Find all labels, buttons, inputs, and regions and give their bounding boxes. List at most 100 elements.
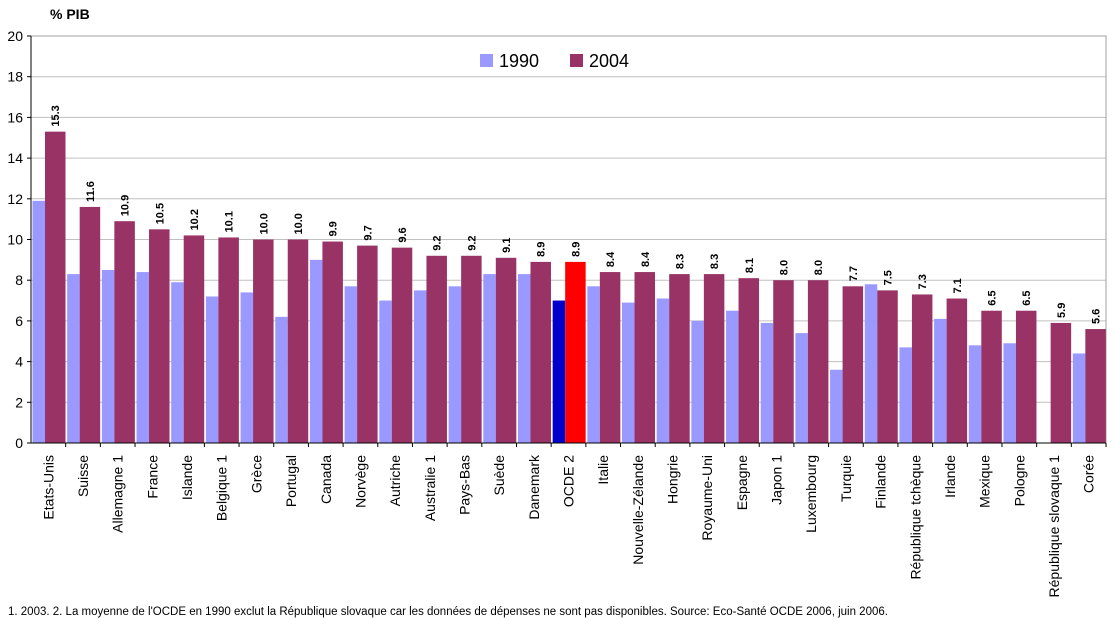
bar-1990 — [379, 300, 392, 443]
data-label: 5.9 — [1056, 303, 1068, 318]
bar-1990 — [171, 282, 184, 443]
category-label: Danemark — [526, 454, 542, 520]
legend-swatch — [480, 54, 493, 67]
category-label: Australie 1 — [422, 455, 438, 521]
bar-2004 — [530, 261, 551, 443]
data-label: 10.5 — [154, 203, 166, 224]
bar-2004 — [842, 286, 864, 443]
bar-1990 — [275, 316, 288, 443]
category-label: Pays-Bas — [456, 455, 472, 515]
data-label: 10.0 — [293, 213, 305, 234]
data-label: 8.1 — [744, 258, 756, 273]
category-label: France — [144, 455, 160, 499]
bar-1990 — [101, 270, 115, 443]
category-label: Finlande — [873, 455, 889, 509]
category-label: Pologne — [1011, 455, 1027, 507]
bar-1990 — [448, 286, 462, 443]
bars: 15.3 11.6 10.9 10.5 10.2 10.1 10.0 10.0 9.9 9.7 9.… — [32, 105, 1106, 443]
data-label: 8.0 — [778, 260, 790, 275]
data-label: 9.9 — [328, 221, 340, 236]
data-label: 8.4 — [640, 251, 652, 267]
category-label: Corée — [1081, 455, 1097, 493]
category-label: Japon 1 — [769, 455, 785, 505]
bar-2004 — [634, 272, 656, 443]
bar-2004 — [703, 274, 725, 443]
bar-2004 — [1085, 329, 1106, 443]
data-label: 7.3 — [917, 274, 929, 289]
bar-2004 — [807, 280, 829, 443]
bar-2004 — [946, 298, 968, 443]
category-label: Autriche — [387, 455, 403, 507]
legend-swatch — [570, 54, 583, 67]
bar-1990 — [726, 310, 739, 443]
footnote: 1. 2003. 2. La moyenne de l'OCDE en 1990… — [8, 606, 888, 618]
y-tick-label: 4 — [15, 354, 23, 370]
data-label: 10.9 — [120, 195, 132, 216]
data-label: 6.5 — [987, 290, 999, 305]
category-label: Mexique — [977, 455, 993, 508]
data-label: 7.5 — [883, 270, 895, 285]
bar-2004 — [911, 294, 933, 443]
data-label: 7.1 — [952, 278, 964, 293]
bar-1990 — [413, 290, 427, 443]
bar-1990 — [899, 347, 912, 443]
y-tick-label: 16 — [7, 109, 23, 125]
category-label: Irlande — [942, 455, 958, 498]
y-tick-label: 10 — [7, 232, 23, 248]
category-label: Espagne — [734, 455, 750, 510]
category-label: Suède — [491, 455, 507, 496]
data-label: 11.6 — [85, 181, 97, 202]
data-label: 10.1 — [224, 211, 236, 232]
bar-1990 — [1003, 343, 1016, 443]
bar-1990 — [1072, 353, 1086, 443]
y-tick-label: 14 — [7, 150, 23, 166]
bar-1990 — [240, 292, 254, 443]
y-axis-unit-label: % PIB — [50, 6, 90, 22]
category-label: Hongrie — [665, 455, 681, 504]
bar-1990 — [552, 300, 566, 443]
category-label: Nouvelle-Zélande — [630, 455, 646, 565]
bar-2004 — [565, 261, 586, 443]
data-label: 9.1 — [501, 238, 513, 253]
bar-1990 — [760, 322, 774, 443]
legend: 1990 2004 — [480, 51, 629, 71]
bar-2004 — [253, 239, 274, 443]
bar-2004 — [114, 221, 135, 443]
data-label: 8.3 — [709, 254, 721, 269]
bar-2004 — [183, 235, 205, 443]
data-label: 9.2 — [466, 235, 478, 250]
bar-2004 — [391, 247, 413, 443]
category-label: Royaume-Uni — [699, 455, 715, 541]
bar-2004 — [322, 241, 343, 443]
category-label: Islande — [179, 455, 195, 500]
bar-2004 — [495, 257, 517, 443]
axes: 0 2 4 6 8 10 12 14 16 18 20 Etats-Unis Suisse Allemag… — [7, 28, 1107, 598]
bar-2004 — [599, 272, 621, 443]
category-label: Italie — [595, 455, 611, 485]
bar-2004 — [1050, 322, 1072, 443]
bar-1990 — [517, 274, 531, 443]
data-label: 9.7 — [362, 225, 374, 240]
bar-2004 — [669, 274, 690, 443]
category-label: Grèce — [248, 455, 264, 493]
bar-1990 — [67, 274, 80, 443]
bar-2004 — [773, 280, 794, 443]
bar-2004 — [218, 237, 239, 443]
category-label: République slovaque 1 — [1046, 455, 1062, 598]
category-label: République tchèque — [907, 455, 923, 580]
data-label: 6.5 — [1021, 290, 1033, 305]
y-tick-label: 8 — [15, 272, 23, 288]
category-label: Allemagne 1 — [110, 455, 126, 533]
bar-2004 — [426, 255, 447, 443]
data-label: 7.7 — [848, 266, 860, 281]
y-tick-label: 18 — [7, 69, 23, 85]
bar-2004 — [287, 239, 309, 443]
data-label: 10.0 — [258, 213, 270, 234]
bar-1990 — [483, 274, 496, 443]
data-label: 5.6 — [1091, 309, 1103, 324]
bar-2004 — [877, 290, 898, 443]
y-tick-label: 0 — [15, 435, 23, 451]
data-label: 15.3 — [50, 105, 62, 126]
bar-2004 — [1015, 310, 1037, 443]
